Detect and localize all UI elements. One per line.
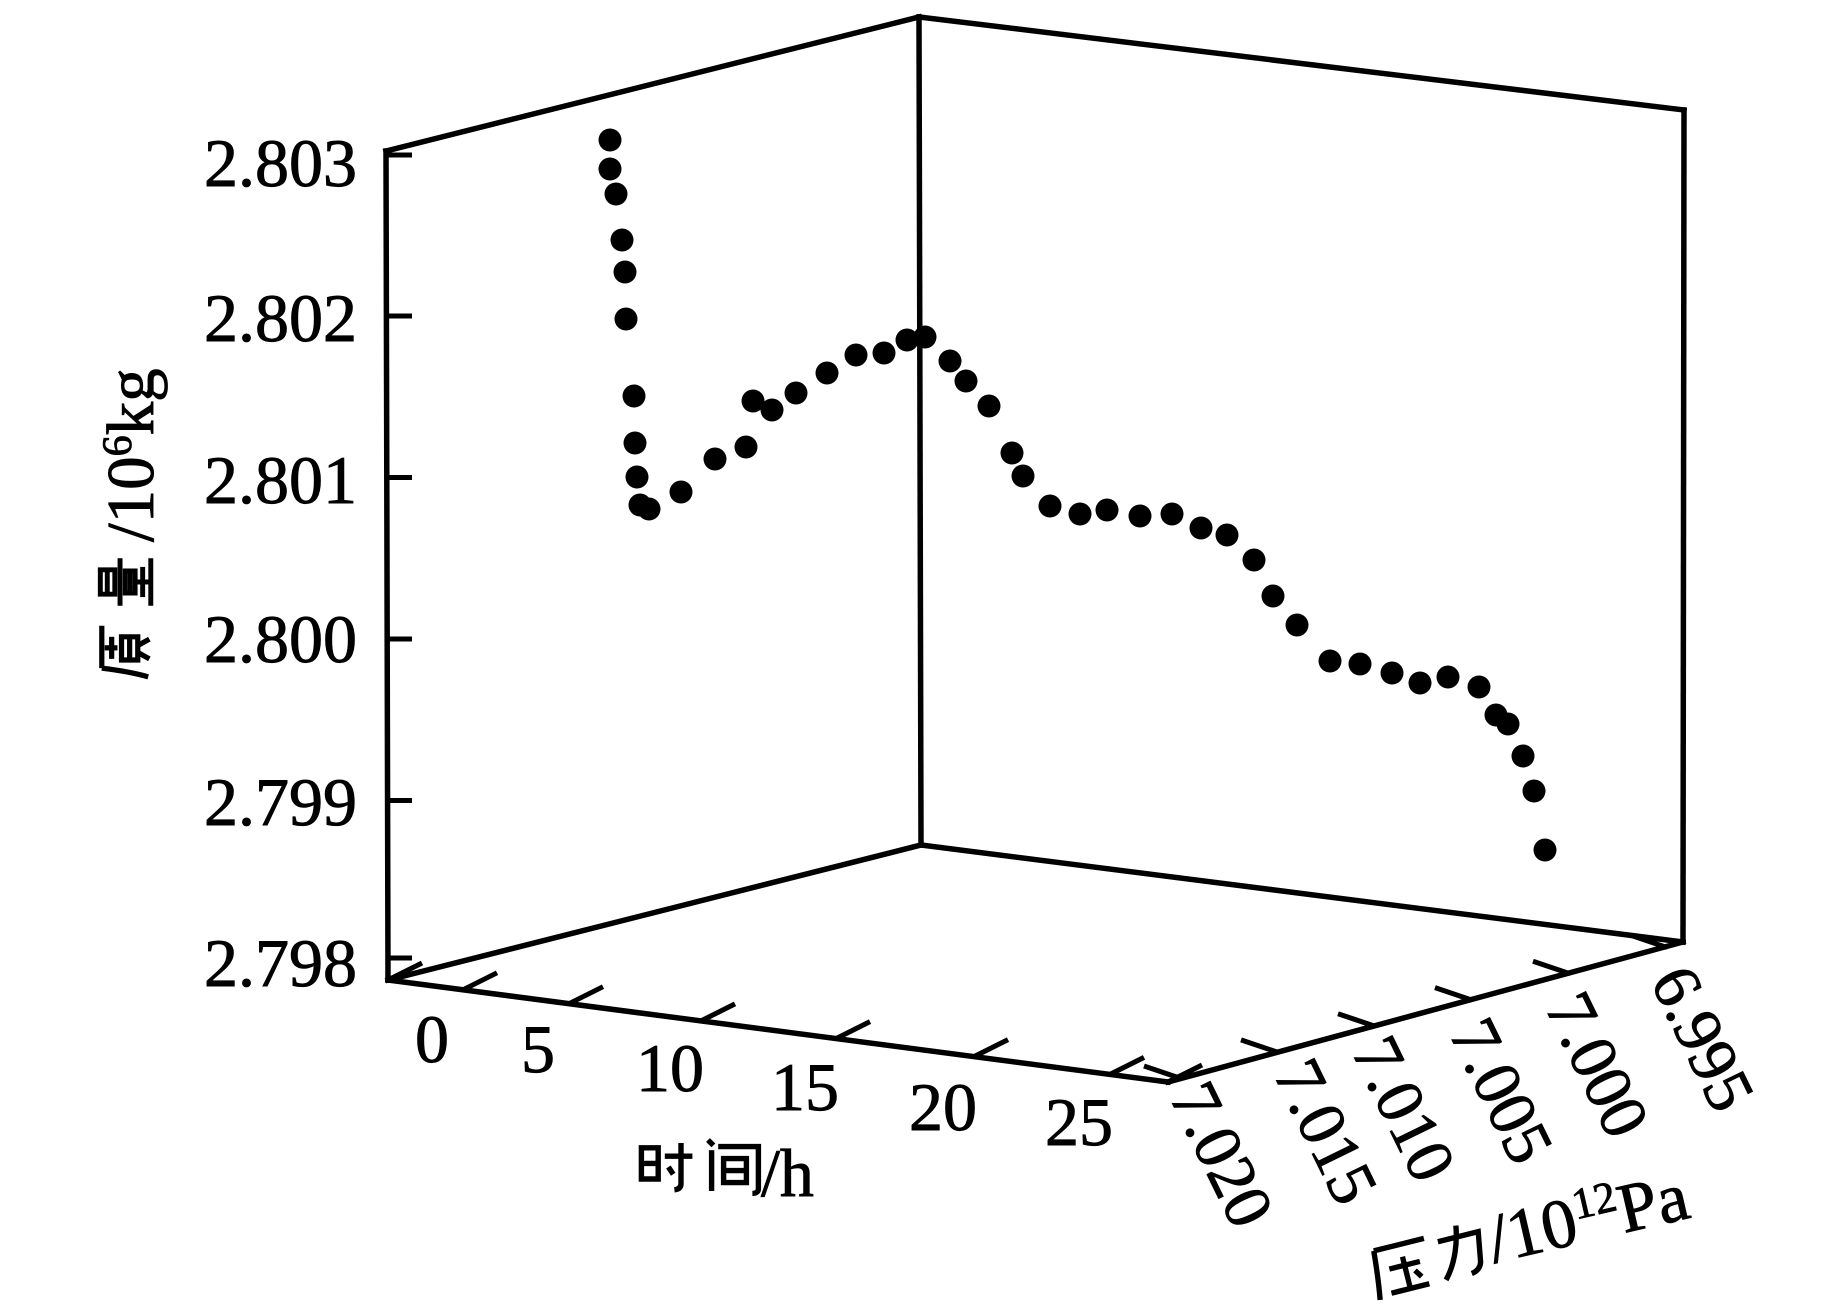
svg-text:2.802: 2.802: [204, 280, 357, 356]
svg-text:2.801: 2.801: [204, 442, 357, 518]
svg-text:25: 25: [1045, 1084, 1113, 1160]
svg-text:10: 10: [636, 1030, 704, 1106]
svg-text:2.799: 2.799: [204, 764, 357, 840]
svg-text:5: 5: [521, 1011, 555, 1087]
svg-text:/h: /h: [761, 1135, 814, 1211]
svg-text:2.803: 2.803: [204, 125, 357, 201]
svg-text:15: 15: [771, 1049, 839, 1125]
svg-text:20: 20: [909, 1069, 977, 1145]
svg-text:0: 0: [415, 1001, 449, 1077]
svg-text:2.798: 2.798: [204, 925, 357, 1001]
svg-text:2.800: 2.800: [204, 601, 357, 677]
